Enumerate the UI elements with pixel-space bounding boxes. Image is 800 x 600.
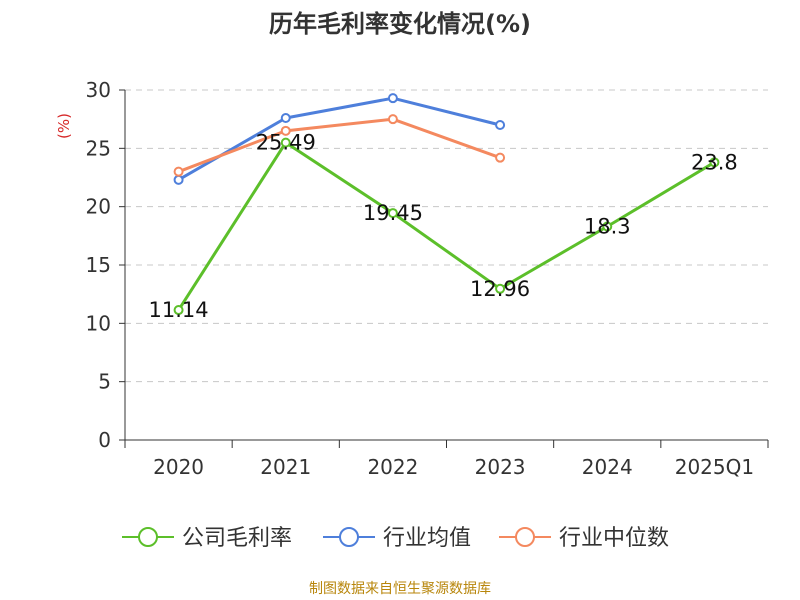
- x-tick-label: 2022: [367, 455, 418, 479]
- chart-title: 历年毛利率变化情况(%): [269, 10, 531, 38]
- data-label: 18.3: [584, 215, 631, 239]
- data-point: [280, 125, 291, 136]
- data-point: [173, 305, 184, 316]
- x-tick-label: 2025Q1: [675, 455, 754, 479]
- data-point: [387, 208, 398, 219]
- data-point: [280, 137, 291, 148]
- data-point: [387, 114, 398, 125]
- y-tick-label: 20: [86, 195, 111, 219]
- data-point: [387, 93, 398, 104]
- legend-marker: [515, 527, 535, 547]
- x-tick-label: 2023: [475, 455, 526, 479]
- data-point: [602, 221, 613, 232]
- data-label: 19.45: [363, 201, 423, 225]
- data-point: [495, 283, 506, 294]
- data-label: 25.49: [256, 131, 316, 155]
- legend-label: 行业均值: [383, 526, 471, 551]
- y-tick-label: 5: [98, 370, 111, 394]
- y-tick-label: 15: [86, 253, 111, 277]
- y-axis-label: (%): [55, 113, 73, 139]
- legend-label: 公司毛利率: [182, 526, 292, 551]
- y-tick-label: 30: [86, 78, 111, 102]
- x-tick-label: 2024: [582, 455, 633, 479]
- data-point: [173, 174, 184, 185]
- source-note: 制图数据来自恒生聚源数据库: [309, 581, 491, 597]
- data-point: [280, 113, 291, 123]
- data-label: 23.8: [691, 150, 738, 174]
- series-line: [178, 117, 501, 174]
- data-point: [495, 152, 506, 163]
- x-tick-label: 2020: [153, 455, 204, 479]
- data-label: 12.96: [470, 277, 530, 301]
- legend-marker: [138, 527, 158, 547]
- data-point: [173, 166, 184, 177]
- y-tick-label: 25: [86, 136, 111, 160]
- x-tick-label: 2021: [260, 455, 311, 479]
- y-tick-label: 0: [98, 428, 111, 452]
- data-label: 11.14: [149, 298, 209, 322]
- data-point: [709, 157, 720, 168]
- series-line: [177, 141, 716, 311]
- legend-marker: [339, 527, 359, 547]
- series-line: [177, 96, 501, 182]
- data-point: [495, 120, 506, 130]
- y-tick-label: 10: [86, 311, 111, 335]
- legend-label: 行业中位数: [559, 526, 669, 551]
